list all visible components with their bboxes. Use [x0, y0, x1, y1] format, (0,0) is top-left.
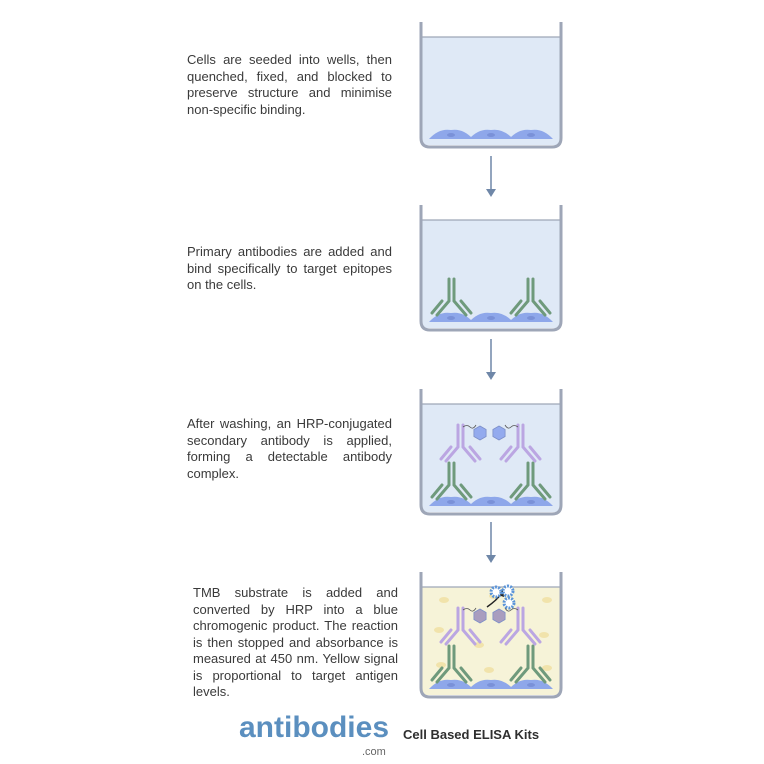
hrp-enzyme-icon	[492, 608, 506, 624]
primary-antibody-icon	[509, 277, 552, 317]
tmb-product-icon	[489, 585, 503, 599]
primary-antibody-icon	[430, 461, 473, 501]
hrp-enzyme-icon	[473, 425, 487, 441]
tagline: Cell Based ELISA Kits	[403, 727, 540, 742]
yellow-signal-spot	[484, 667, 494, 673]
well-outline	[419, 572, 563, 699]
yellow-signal-spot	[539, 632, 549, 638]
tmb-product-icon	[501, 584, 515, 598]
arrow-down-icon	[486, 522, 496, 563]
step-4-text: TMB substrate is added and converted by …	[193, 585, 398, 699]
yellow-signal-spot	[474, 642, 484, 648]
yellow-signal-spot	[434, 627, 444, 633]
well-step-1	[419, 22, 563, 149]
well-outline	[419, 22, 563, 149]
primary-antibody-icon	[509, 461, 552, 501]
secondary-antibody-icon	[439, 606, 482, 646]
tmb-product-icon	[502, 596, 516, 610]
arrow-down-icon	[486, 156, 496, 197]
hrp-enzyme-icon	[473, 608, 487, 624]
secondary-antibody-icon	[439, 423, 482, 463]
primary-antibody-icon	[509, 644, 552, 684]
yellow-signal-spot	[542, 597, 552, 603]
hrp-enzyme-icon	[492, 425, 506, 441]
step-1-text: Cells are seeded into wells, then quench…	[187, 52, 392, 117]
antibodies-logo: antibodies	[239, 711, 390, 744]
secondary-antibody-icon	[499, 606, 542, 646]
primary-antibody-icon	[430, 644, 473, 684]
primary-antibody-icon	[430, 277, 473, 317]
yellow-signal-spot	[439, 597, 449, 603]
arrow-down-icon	[486, 339, 496, 380]
yellow-signal-spot	[542, 665, 552, 671]
well-outline	[419, 389, 563, 516]
well-step-2	[419, 205, 563, 332]
well-outline	[419, 205, 563, 332]
well-step-3	[419, 389, 563, 516]
yellow-signal-spot	[436, 662, 446, 668]
step-2-text: Primary antibodies are added and bind sp…	[187, 244, 392, 292]
well-step-4	[419, 572, 563, 699]
logo-suffix: .com	[362, 746, 386, 758]
secondary-antibody-icon	[499, 423, 542, 463]
step-3-text: After washing, an HRP-conjugated seconda…	[187, 416, 392, 481]
